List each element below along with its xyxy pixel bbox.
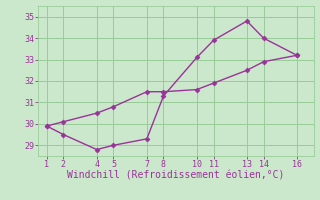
X-axis label: Windchill (Refroidissement éolien,°C): Windchill (Refroidissement éolien,°C) [67, 171, 285, 181]
